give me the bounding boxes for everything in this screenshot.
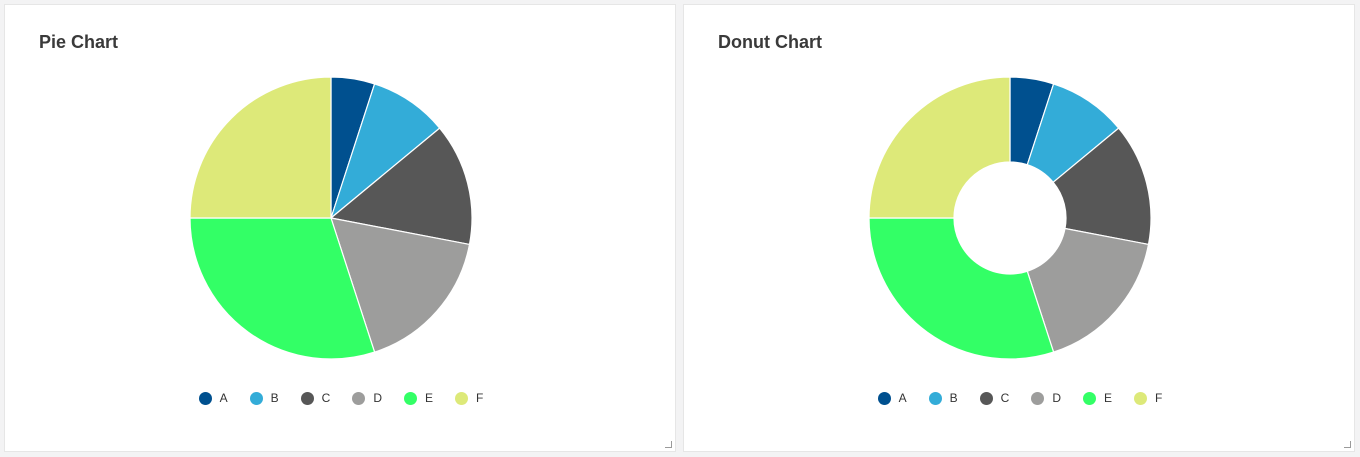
legend-swatch-e: [404, 391, 417, 405]
pie-slice-e[interactable]: [189, 217, 376, 360]
legend-label-a: A: [219, 391, 228, 405]
legend-swatch-e: [1083, 391, 1096, 405]
pie-slice-b[interactable]: [329, 83, 441, 220]
donut-slice-e[interactable]: [868, 217, 1055, 360]
legend-item-f[interactable]: F: [455, 391, 483, 405]
legend-item-c[interactable]: C: [979, 391, 1010, 405]
legend-label-b: B: [270, 391, 279, 405]
legend-label-e: E: [425, 391, 434, 405]
donut-slice-c[interactable]: [1052, 127, 1152, 246]
legend-label-d: D: [1052, 391, 1061, 405]
legend-label-b: B: [949, 391, 958, 405]
legend-swatch-a: [198, 391, 212, 405]
pie-slice-f[interactable]: [189, 76, 332, 219]
legend-label-a: A: [898, 391, 907, 405]
legend-item-e[interactable]: E: [404, 391, 433, 405]
legend-item-a[interactable]: A: [198, 391, 228, 405]
legend-swatch-c: [979, 391, 993, 405]
donut-panel-resize-handle[interactable]: [1344, 441, 1351, 448]
legend-swatch-d: [352, 391, 366, 405]
donut-chart-plot: [868, 76, 1152, 360]
legend-swatch-c: [300, 391, 314, 405]
donut-slice-d[interactable]: [1026, 227, 1150, 353]
legend-item-b[interactable]: B: [928, 391, 958, 405]
pie-panel-resize-handle[interactable]: [665, 441, 672, 448]
pie-chart-panel: Pie Chart A B C D E F: [4, 4, 676, 452]
legend-item-a[interactable]: A: [877, 391, 907, 405]
donut-chart-title: Donut Chart: [718, 32, 822, 52]
legend-label-e: E: [1104, 391, 1113, 405]
legend-label-c: C: [1000, 391, 1010, 405]
legend-swatch-f: [455, 391, 469, 405]
legend-item-d[interactable]: D: [1031, 391, 1061, 405]
legend-item-c[interactable]: C: [300, 391, 331, 405]
pie-slice-d[interactable]: [330, 217, 471, 353]
legend-label-d: D: [373, 391, 382, 405]
pie-chart-title: Pie Chart: [39, 32, 119, 52]
legend-label-f: F: [1155, 391, 1163, 405]
pie-chart-plot: [189, 76, 473, 360]
legend-swatch-b: [249, 391, 263, 405]
legend-swatch-f: [1134, 391, 1148, 405]
donut-chart-legend: A B C D E F: [684, 391, 1356, 405]
legend-item-e[interactable]: E: [1083, 391, 1112, 405]
legend-item-d[interactable]: D: [352, 391, 382, 405]
legend-swatch-b: [928, 391, 942, 405]
legend-label-c: C: [321, 391, 331, 405]
legend-item-b[interactable]: B: [249, 391, 279, 405]
legend-label-f: F: [476, 391, 484, 405]
donut-chart-panel: Donut Chart A B C D E F: [683, 4, 1355, 452]
legend-swatch-d: [1031, 391, 1045, 405]
pie-chart-legend: A B C D E F: [5, 391, 677, 405]
legend-item-f[interactable]: F: [1134, 391, 1162, 405]
donut-slice-f[interactable]: [868, 76, 1011, 219]
legend-swatch-a: [877, 391, 891, 405]
pie-slice-c[interactable]: [329, 127, 473, 246]
